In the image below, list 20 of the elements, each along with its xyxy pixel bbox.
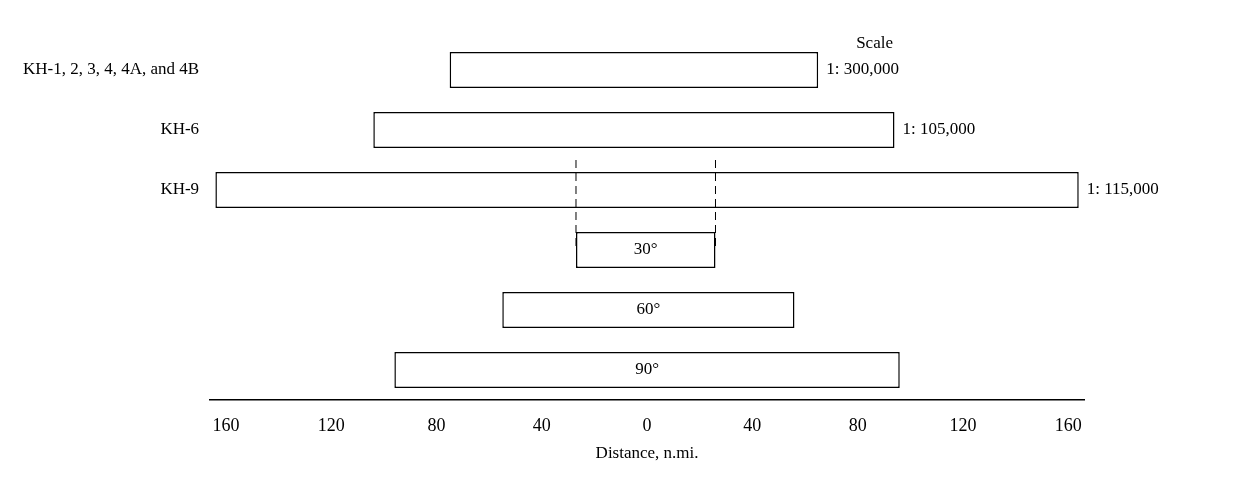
data-label: 1: 300,000 bbox=[826, 59, 899, 79]
y-tick-label: KH-9 bbox=[160, 179, 200, 199]
x-tick-label: 80 bbox=[848, 414, 867, 435]
y-tick-label: 60° bbox=[636, 299, 661, 319]
x-tick-label: 120 bbox=[317, 414, 345, 435]
x-tick-label: 160 bbox=[1054, 414, 1082, 435]
x-tick-label: 0 bbox=[642, 414, 652, 435]
y-tick-label: KH-1, 2, 3, 4, 4A, and 4B bbox=[22, 59, 200, 79]
x-axis-title: Distance, n.mi. bbox=[595, 443, 699, 463]
data-label: 1: 105,000 bbox=[902, 119, 976, 139]
x-tick-label: 80 bbox=[427, 414, 446, 435]
data-label: 1: 115,000 bbox=[1086, 179, 1159, 199]
x-tick-label: 40 bbox=[743, 414, 762, 435]
annotation: Scale bbox=[856, 33, 893, 53]
x-tick-label: 120 bbox=[949, 414, 977, 435]
y-tick-label: 30° bbox=[633, 239, 658, 259]
y-tick-label: 90° bbox=[635, 359, 659, 379]
x-tick-label: 160 bbox=[212, 414, 240, 435]
x-tick-label: 40 bbox=[532, 414, 551, 435]
y-tick-label: KH-6 bbox=[160, 119, 200, 139]
